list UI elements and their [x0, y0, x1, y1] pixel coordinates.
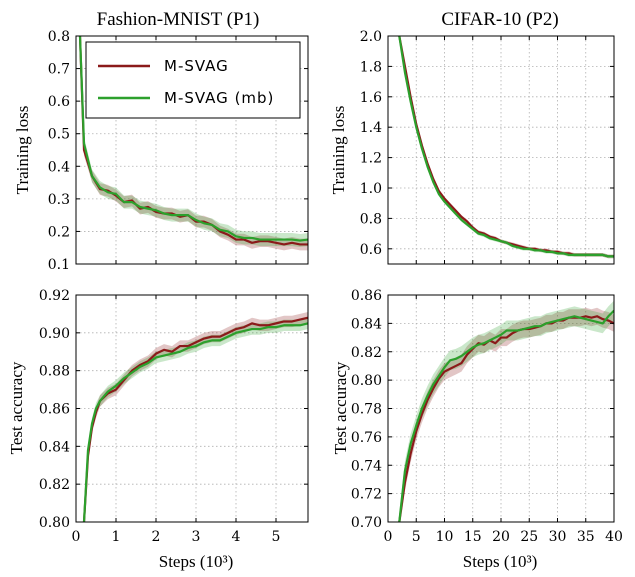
legend-box — [85, 41, 301, 119]
ytick-label-7: 0.84 — [351, 316, 382, 332]
xtick-label-6: 30 — [549, 529, 567, 545]
xtick-label-3: 3 — [192, 529, 201, 545]
ytick-label-1: 0.8 — [360, 211, 382, 227]
series-0-band — [399, 36, 614, 259]
ytick-label-0: 0.80 — [39, 515, 70, 531]
ytick-label-6: 0.82 — [351, 345, 382, 361]
ylabel-cifar-training-loss: Training loss — [329, 106, 348, 195]
panel-fashion-training-loss: 0.1 0.2 0.3 0.4 0.5 0.6 0.7 0.8 — [48, 29, 309, 273]
ytick-label-6: 0.92 — [39, 288, 70, 304]
xtick-label-7: 35 — [577, 529, 595, 545]
ytick-label-5: 0.80 — [351, 373, 382, 389]
ytick-label-4: 0.5 — [48, 127, 70, 143]
ytick-label-5: 0.6 — [48, 94, 70, 110]
plot-area — [78, 36, 308, 251]
ytick-label-3: 1.2 — [360, 151, 382, 167]
axes-frame — [75, 35, 309, 265]
panel-cifar-test-accuracy: 0.70 0.72 0.74 0.76 0.78 0.80 0.82 0.84 0.86 0 5 10… — [351, 288, 623, 545]
xtick-label-8: 40 — [605, 529, 623, 545]
xtick-label-2: 10 — [436, 529, 454, 545]
panel-fashion-test-accuracy: 0.80 0.82 0.84 0.86 0.88 0.90 0.92 0 1 2 3 4 5 — [39, 288, 309, 545]
ytick-label-4: 0.88 — [39, 364, 70, 380]
series-0-line — [82, 316, 308, 522]
legend: M-SVAG M-SVAG (mb) — [85, 41, 301, 119]
ytick-label-3: 0.76 — [351, 430, 382, 446]
series-1-band — [84, 317, 308, 522]
plot-area — [398, 36, 614, 259]
ylabel-cifar-test-accuracy: Test accuracy — [331, 361, 350, 454]
xlabel-fashion-steps: Steps (10³) — [159, 552, 234, 571]
ytick-label-3: 0.4 — [48, 159, 70, 175]
ytick-label-0: 0.70 — [351, 515, 382, 531]
ytick-label-1: 0.82 — [39, 477, 70, 493]
xtick-label-2: 2 — [152, 529, 161, 545]
title-cifar10: CIFAR-10 (P2) — [441, 9, 558, 30]
ytick-label-1: 0.72 — [351, 487, 382, 503]
xtick-label-4: 20 — [492, 529, 510, 545]
series-1-line — [398, 36, 614, 258]
ytick-label-6: 1.8 — [360, 59, 382, 75]
ytick-label-2: 0.74 — [351, 458, 382, 474]
ytick-label-1: 0.2 — [48, 224, 70, 240]
legend-label-m-svag-mb: M-SVAG (mb) — [164, 89, 274, 107]
ytick-label-7: 0.8 — [48, 29, 70, 45]
ytick-label-4: 0.78 — [351, 402, 382, 418]
title-fashion-mnist: Fashion-MNIST (P1) — [97, 9, 260, 30]
ytick-label-8: 0.86 — [351, 288, 382, 304]
series-1-band — [399, 36, 614, 259]
series-1-band — [399, 300, 614, 522]
xtick-label-5: 25 — [520, 529, 538, 545]
ytick-label-3: 0.86 — [39, 402, 70, 418]
plot-area — [398, 300, 614, 522]
xtick-label-4: 4 — [232, 529, 241, 545]
xtick-label-3: 15 — [464, 529, 482, 545]
series-1-line — [78, 36, 308, 242]
xtick-label-0: 0 — [384, 529, 393, 545]
xlabel-cifar-steps: Steps (10³) — [463, 552, 538, 571]
panel-cifar-training-loss: 0.6 0.8 1.0 1.2 1.4 1.6 1.8 2.0 — [360, 29, 615, 265]
ytick-label-0: 0.6 — [360, 242, 382, 258]
xtick-label-1: 1 — [112, 529, 121, 545]
ytick-label-2: 1.0 — [360, 181, 382, 197]
ytick-label-0: 0.1 — [48, 257, 70, 273]
ytick-label-5: 1.6 — [360, 90, 382, 106]
plot-area — [82, 312, 308, 522]
series-1-line — [398, 309, 614, 522]
ylabel-fashion-training-loss: Training loss — [13, 106, 32, 195]
ytick-label-2: 0.3 — [48, 192, 70, 208]
ytick-label-2: 0.84 — [39, 439, 70, 455]
series-0-band — [399, 307, 614, 522]
ytick-label-4: 1.4 — [360, 120, 382, 136]
ytick-label-7: 2.0 — [360, 29, 382, 45]
ylabel-fashion-test-accuracy: Test accuracy — [7, 361, 26, 454]
xtick-label-5: 5 — [272, 529, 281, 545]
series-0-line — [398, 315, 614, 522]
series-0-line — [398, 36, 614, 258]
ytick-label-6: 0.7 — [48, 62, 70, 78]
series-1-line — [82, 322, 308, 522]
xtick-label-0: 0 — [72, 529, 81, 545]
ytick-label-5: 0.90 — [39, 326, 70, 342]
xtick-label-1: 5 — [412, 529, 421, 545]
legend-label-m-svag: M-SVAG — [164, 57, 229, 75]
